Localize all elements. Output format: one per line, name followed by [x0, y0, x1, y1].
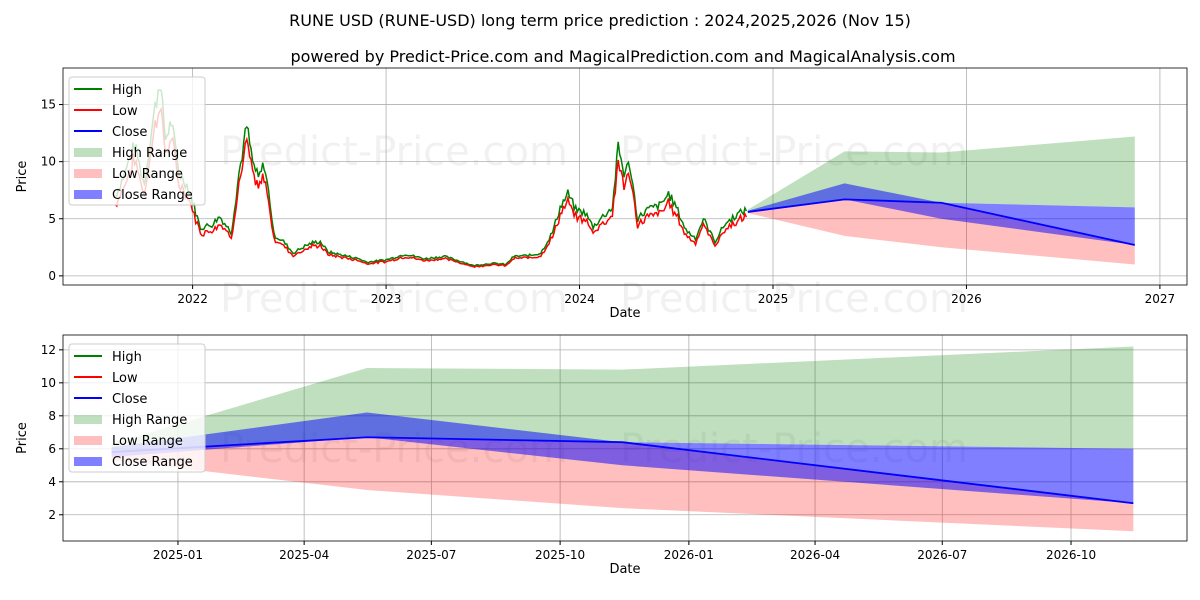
- x-tick-label: 2024: [564, 292, 595, 306]
- plot-area: [114, 89, 1135, 269]
- x-tick-label: 2026-01: [664, 548, 714, 562]
- x-tick-label: 2027: [1145, 292, 1176, 306]
- y-axis-label: Price: [15, 161, 30, 193]
- y-tick-label: 15: [41, 98, 56, 112]
- axes-frame: [62, 67, 1188, 286]
- low-range-band: [747, 199, 1135, 265]
- x-tick-label: 2022: [177, 292, 208, 306]
- y-tick-label: 10: [41, 155, 56, 169]
- y-tick-label: 6: [48, 442, 56, 456]
- legend-close-range-label: Close Range: [112, 455, 193, 470]
- legend-high-range-swatch: [74, 415, 102, 424]
- axes-frame: [62, 334, 1188, 542]
- legend-high-label: High: [112, 83, 142, 98]
- legend: High Low Close High Range Low Range Close Ran…: [68, 343, 206, 473]
- legend-box: [68, 343, 206, 473]
- low-line: [114, 106, 748, 269]
- watermark: Predict-Price.com: [220, 276, 568, 322]
- x-tick-label: 2025-10: [535, 548, 585, 562]
- x-tick-label: 2025-04: [279, 548, 329, 562]
- y-tick-label: 12: [41, 343, 56, 357]
- close-line: [111, 436, 1134, 505]
- legend-close-label: Close: [112, 125, 147, 140]
- legend-box: [68, 76, 206, 206]
- top-chart-panel: Predict-Price.com Predict-Price.com Predic…: [15, 67, 1188, 322]
- y-tick-label: 8: [48, 409, 56, 423]
- legend-low-range-label: Low Range: [112, 167, 183, 182]
- x-axis-label: Date: [609, 306, 640, 321]
- x-axis-label: Date: [609, 562, 640, 577]
- legend-low-label: Low: [112, 104, 138, 119]
- x-tick-label: 2025-01: [153, 548, 203, 562]
- legend: High Low Close High Range Low Range Close Ran…: [68, 76, 206, 206]
- legend-close-range-swatch: [74, 457, 102, 466]
- close-range-band: [111, 412, 1134, 504]
- high-line: [115, 89, 748, 267]
- chart-subtitle: powered by Predict-Price.com and Magical…: [290, 47, 955, 66]
- legend-close-range-swatch: [74, 190, 102, 199]
- chart-title: RUNE USD (RUNE-USD) long term price pred…: [289, 11, 911, 30]
- legend-close-range-label: Close Range: [112, 188, 193, 203]
- y-axis-label: Price: [15, 422, 30, 454]
- watermark: Predict-Price.com: [620, 276, 968, 322]
- low-range-band: [111, 437, 1134, 532]
- legend-high-range-label: High Range: [112, 146, 187, 161]
- y-tick-label: 4: [48, 475, 56, 489]
- legend-low-range-label: Low Range: [112, 434, 183, 449]
- legend-high-label: High: [112, 350, 142, 365]
- x-tick-label: 2026: [951, 292, 982, 306]
- x-tick-label: 2026-10: [1046, 548, 1096, 562]
- legend-high-range-swatch: [74, 148, 102, 157]
- x-tick-label: 2025: [758, 292, 789, 306]
- watermark: Predict-Price.com: [220, 129, 568, 175]
- x-tick-label: 2025-07: [406, 548, 456, 562]
- x-tick-label: 2026-04: [790, 548, 840, 562]
- legend-high-range-label: High Range: [112, 413, 187, 428]
- close-line: [747, 198, 1135, 246]
- x-tick-label: 2026-07: [917, 548, 967, 562]
- legend-low-range-swatch: [74, 436, 102, 445]
- watermark: Predict-Price.com: [620, 129, 968, 175]
- legend-low-label: Low: [112, 371, 138, 386]
- legend-low-range-swatch: [74, 169, 102, 178]
- bottom-chart-panel: Predict-Price.comPredict-Price.com2025-0…: [15, 334, 1188, 577]
- y-tick-label: 5: [48, 212, 56, 226]
- y-tick-label: 0: [48, 269, 56, 283]
- y-tick-label: 10: [41, 376, 56, 390]
- legend-close-label: Close: [112, 392, 147, 407]
- x-tick-label: 2023: [371, 292, 402, 306]
- y-tick-label: 2: [48, 508, 56, 522]
- plot-area: [111, 346, 1134, 532]
